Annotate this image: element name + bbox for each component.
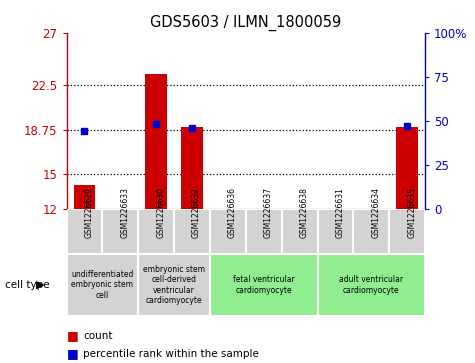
Bar — [353, 209, 389, 254]
Text: GSM1226632: GSM1226632 — [192, 187, 201, 238]
Bar — [317, 254, 425, 316]
Text: GSM1226637: GSM1226637 — [264, 187, 273, 238]
Bar — [66, 254, 138, 316]
Bar — [390, 209, 425, 254]
Bar — [103, 209, 138, 254]
Title: GDS5603 / ILMN_1800059: GDS5603 / ILMN_1800059 — [150, 15, 342, 31]
Bar — [246, 209, 282, 254]
Text: GSM1226631: GSM1226631 — [335, 187, 344, 238]
Bar — [210, 254, 317, 316]
Text: undifferentiated
embryonic stem
cell: undifferentiated embryonic stem cell — [71, 270, 133, 300]
Bar — [138, 209, 174, 254]
Text: ■: ■ — [66, 329, 78, 342]
Text: embryonic stem
cell-derived
ventricular
cardiomyocyte: embryonic stem cell-derived ventricular … — [143, 265, 205, 305]
Text: count: count — [83, 331, 113, 341]
Text: ▶: ▶ — [36, 280, 45, 290]
Text: cell type: cell type — [5, 280, 49, 290]
Bar — [181, 127, 203, 209]
Text: percentile rank within the sample: percentile rank within the sample — [83, 349, 259, 359]
Bar — [145, 74, 167, 209]
Text: GSM1226629: GSM1226629 — [85, 187, 94, 238]
Text: GSM1226630: GSM1226630 — [156, 187, 165, 238]
Bar — [66, 209, 103, 254]
Bar — [210, 209, 246, 254]
Text: adult ventricular
cardiomyocyte: adult ventricular cardiomyocyte — [339, 275, 403, 295]
Text: GSM1226638: GSM1226638 — [300, 187, 309, 238]
Text: GSM1226636: GSM1226636 — [228, 187, 237, 238]
Text: ■: ■ — [66, 347, 78, 360]
Bar — [174, 209, 210, 254]
Text: GSM1226635: GSM1226635 — [407, 187, 416, 238]
Bar — [74, 185, 95, 209]
Text: fetal ventricular
cardiomyocyte: fetal ventricular cardiomyocyte — [233, 275, 294, 295]
Bar — [317, 209, 353, 254]
Bar — [138, 254, 210, 316]
Text: GSM1226634: GSM1226634 — [371, 187, 380, 238]
Text: GSM1226633: GSM1226633 — [120, 187, 129, 238]
Bar — [282, 209, 318, 254]
Bar — [397, 127, 418, 209]
